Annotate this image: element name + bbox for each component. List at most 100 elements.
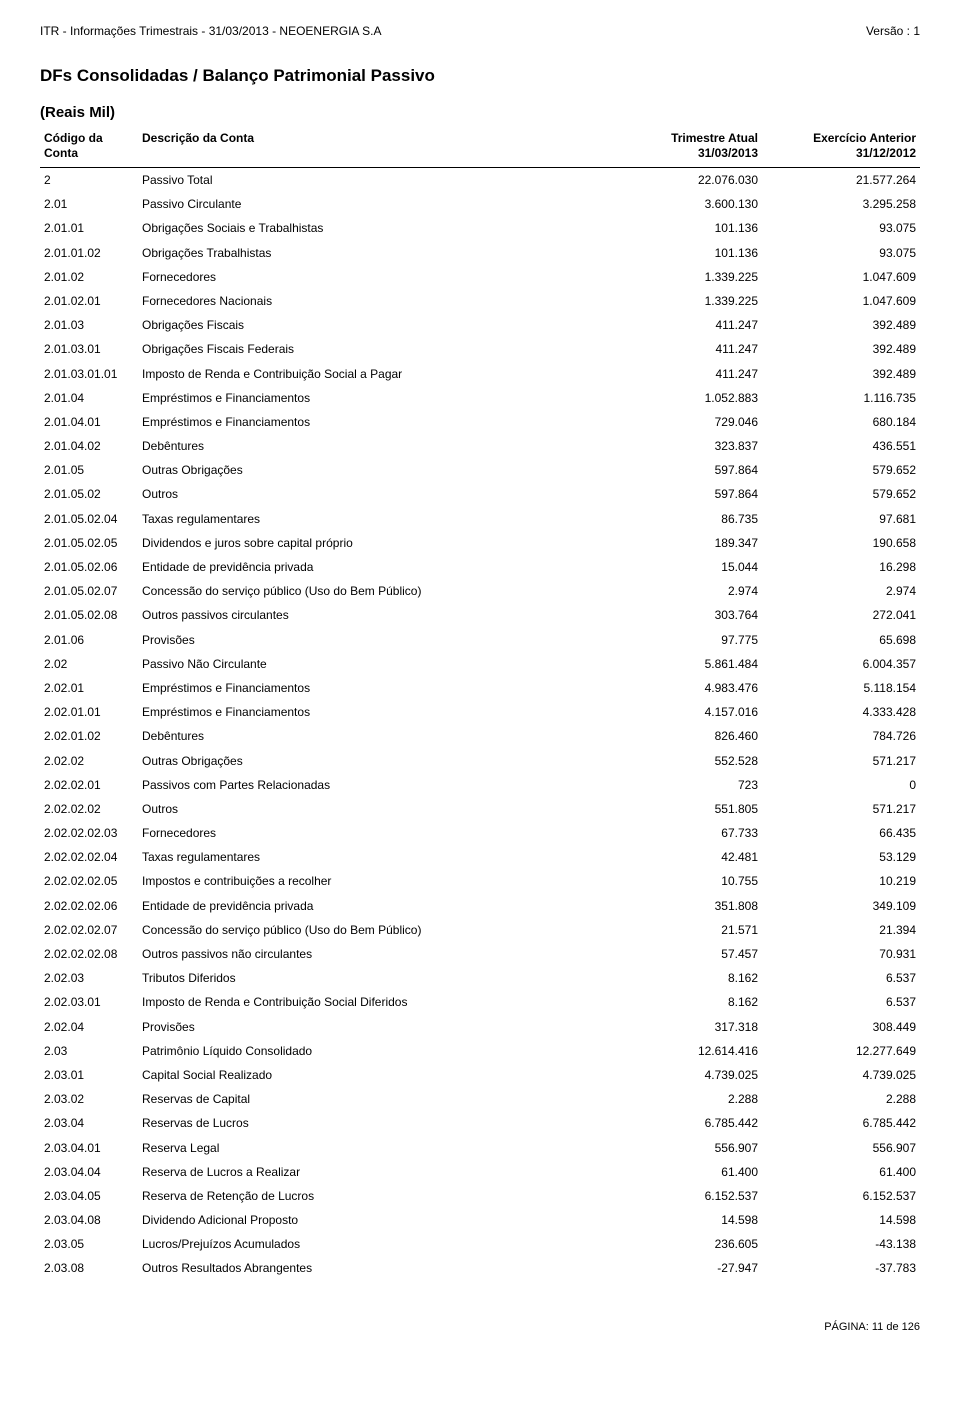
cell-val1: 723 [614,773,762,797]
cell-val2: 3.295.258 [762,192,920,216]
col-header-code: Código da Conta [40,127,138,168]
table-row: 2.02.04Provisões317.318308.449 [40,1015,920,1039]
table-row: 2.03.08Outros Resultados Abrangentes-27.… [40,1256,920,1280]
table-row: 2.01.03Obrigações Fiscais411.247392.489 [40,313,920,337]
cell-desc: Obrigações Trabalhistas [138,241,614,265]
cell-val1: 14.598 [614,1208,762,1232]
cell-val2: 61.400 [762,1160,920,1184]
cell-desc: Fornecedores [138,821,614,845]
cell-val2: 93.075 [762,216,920,240]
cell-val2: 4.333.428 [762,700,920,724]
cell-desc: Outros passivos circulantes [138,603,614,627]
cell-desc: Debêntures [138,434,614,458]
cell-code: 2.03.01 [40,1063,138,1087]
cell-val2: 5.118.154 [762,676,920,700]
table-row: 2.02.01.01Empréstimos e Financiamentos4.… [40,700,920,724]
cell-desc: Imposto de Renda e Contribuição Social a… [138,362,614,386]
cell-code: 2.01.05.02.04 [40,507,138,531]
balance-table: Código da Conta Descrição da Conta Trime… [40,127,920,1281]
cell-val2: 579.652 [762,458,920,482]
cell-desc: Passivos com Partes Relacionadas [138,773,614,797]
table-row: 2.01.05.02.07Concessão do serviço públic… [40,579,920,603]
cell-code: 2.01.05.02 [40,482,138,506]
cell-desc: Outros [138,482,614,506]
cell-val1: 3.600.130 [614,192,762,216]
cell-code: 2.03.04.04 [40,1160,138,1184]
cell-val2: 93.075 [762,241,920,265]
table-row: 2.03.01Capital Social Realizado4.739.025… [40,1063,920,1087]
col-header-val1-l1: Trimestre Atual [671,131,758,145]
cell-desc: Concessão do serviço público (Uso do Bem… [138,579,614,603]
cell-code: 2.03.04 [40,1111,138,1135]
cell-desc: Passivo Não Circulante [138,652,614,676]
cell-desc: Debêntures [138,724,614,748]
cell-code: 2.02.02.02.03 [40,821,138,845]
cell-desc: Obrigações Fiscais Federais [138,337,614,361]
table-row: 2.01.06Provisões97.77565.698 [40,628,920,652]
cell-val2: 2.974 [762,579,920,603]
cell-val2: 70.931 [762,942,920,966]
cell-desc: Obrigações Sociais e Trabalhistas [138,216,614,240]
cell-desc: Empréstimos e Financiamentos [138,410,614,434]
cell-desc: Reservas de Capital [138,1087,614,1111]
cell-val1: -27.947 [614,1256,762,1280]
table-row: 2.02.03.01Imposto de Renda e Contribuiçã… [40,990,920,1014]
cell-code: 2.01.01 [40,216,138,240]
table-row: 2.01.04Empréstimos e Financiamentos1.052… [40,386,920,410]
cell-code: 2.01.03.01.01 [40,362,138,386]
cell-code: 2.02.01.01 [40,700,138,724]
cell-val1: 61.400 [614,1160,762,1184]
cell-desc: Empréstimos e Financiamentos [138,386,614,410]
subtitle: (Reais Mil) [40,104,920,121]
cell-desc: Passivo Circulante [138,192,614,216]
cell-val2: 21.394 [762,918,920,942]
cell-desc: Outros [138,797,614,821]
table-row: 2.03.04.04Reserva de Lucros a Realizar61… [40,1160,920,1184]
cell-code: 2.01.02.01 [40,289,138,313]
cell-desc: Empréstimos e Financiamentos [138,676,614,700]
table-row: 2.02Passivo Não Circulante5.861.4846.004… [40,652,920,676]
cell-desc: Reserva de Lucros a Realizar [138,1160,614,1184]
page-footer: PÁGINA: 11 de 126 [40,1321,920,1333]
cell-code: 2.03.04.01 [40,1136,138,1160]
cell-desc: Reserva Legal [138,1136,614,1160]
cell-val1: 15.044 [614,555,762,579]
cell-desc: Outras Obrigações [138,749,614,773]
cell-val2: 97.681 [762,507,920,531]
cell-val1: 351.808 [614,894,762,918]
cell-code: 2.02.02.02.06 [40,894,138,918]
cell-val1: 101.136 [614,216,762,240]
table-row: 2Passivo Total22.076.03021.577.264 [40,168,920,193]
cell-code: 2.02.02.01 [40,773,138,797]
cell-desc: Outros passivos não circulantes [138,942,614,966]
cell-code: 2.03.04.08 [40,1208,138,1232]
page-container: ITR - Informações Trimestrais - 31/03/20… [0,0,960,1373]
cell-val1: 303.764 [614,603,762,627]
cell-code: 2.02.02.02.04 [40,845,138,869]
table-row: 2.01.02Fornecedores1.339.2251.047.609 [40,265,920,289]
cell-val1: 67.733 [614,821,762,845]
cell-desc: Lucros/Prejuízos Acumulados [138,1232,614,1256]
cell-desc: Taxas regulamentares [138,507,614,531]
table-row: 2.02.01.02Debêntures826.460784.726 [40,724,920,748]
table-row: 2.02.02.02.06Entidade de previdência pri… [40,894,920,918]
cell-val2: 4.739.025 [762,1063,920,1087]
cell-val2: 1.047.609 [762,265,920,289]
cell-code: 2 [40,168,138,193]
table-row: 2.02.02.02.03Fornecedores67.73366.435 [40,821,920,845]
cell-code: 2.02.02 [40,749,138,773]
cell-code: 2.01.05.02.08 [40,603,138,627]
cell-code: 2.02.02.02 [40,797,138,821]
cell-val2: 392.489 [762,313,920,337]
table-row: 2.03.04.05Reserva de Retenção de Lucros6… [40,1184,920,1208]
table-row: 2.02.02.02.05Impostos e contribuições a … [40,869,920,893]
cell-val1: 2.974 [614,579,762,603]
table-row: 2.02.02.02Outros551.805571.217 [40,797,920,821]
cell-code: 2.02.02.02.05 [40,869,138,893]
cell-val2: 53.129 [762,845,920,869]
cell-code: 2.01.05 [40,458,138,482]
cell-val1: 597.864 [614,482,762,506]
cell-val1: 21.571 [614,918,762,942]
cell-code: 2.02.01.02 [40,724,138,748]
col-header-val2-l1: Exercício Anterior [813,131,916,145]
